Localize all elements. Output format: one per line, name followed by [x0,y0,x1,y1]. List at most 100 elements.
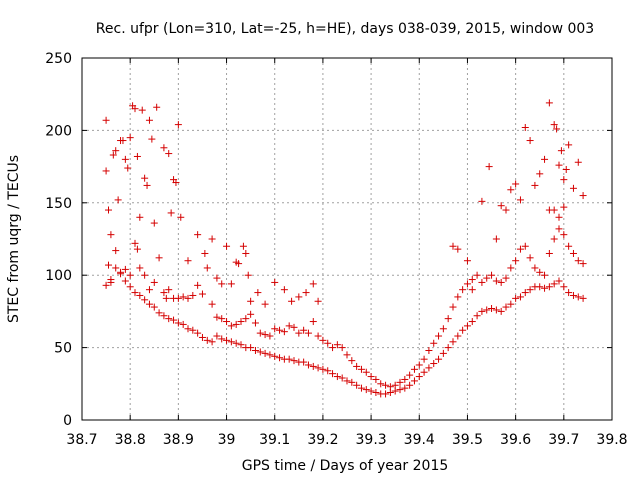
data-point [401,375,409,383]
data-point [329,344,337,352]
data-point [177,213,185,221]
data-point [463,257,471,265]
data-point [256,348,264,356]
data-point [223,242,231,250]
data-point [521,242,529,250]
data-point [295,293,303,301]
data-point [569,249,577,257]
data-point [290,323,298,331]
data-point [478,197,486,205]
data-point [131,105,139,113]
data-point [133,245,141,253]
data-point [276,354,284,362]
data-point [362,386,370,394]
data-point [254,289,262,297]
data-point [497,278,505,286]
data-point [425,364,433,372]
data-point [107,231,115,239]
data-point [372,388,380,396]
data-point [526,254,534,262]
data-points [102,99,587,398]
data-point [155,309,163,317]
data-point [459,326,467,334]
data-point [367,373,375,381]
data-point [102,281,110,289]
data-point [512,257,520,265]
data-point [309,362,317,370]
data-point [569,291,577,299]
data-point [300,326,308,334]
data-point [391,387,399,395]
data-point [165,150,173,158]
data-point [256,329,264,337]
x-tick-label: 39.2 [307,432,338,448]
data-point [112,147,120,155]
data-point [126,134,134,142]
data-point [396,378,404,386]
x-tick-label: 39.6 [500,432,531,448]
data-point [386,388,394,396]
x-tick-label: 39.4 [404,432,435,448]
grid [82,58,612,420]
data-point [109,151,117,159]
data-point [449,303,457,311]
data-point [468,276,476,284]
data-point [227,338,235,346]
data-point [574,158,582,166]
data-point [507,186,515,194]
data-point [560,176,568,184]
data-point [555,213,563,221]
data-point [521,289,529,297]
data-point [357,365,365,373]
data-point [121,155,129,163]
data-point [560,203,568,211]
data-point [382,381,390,389]
data-point [153,103,161,111]
data-point [343,351,351,359]
data-point [502,274,510,282]
data-point [483,274,491,282]
data-point [492,277,500,285]
data-point [377,380,385,388]
data-point [478,307,486,315]
data-point [160,312,168,320]
data-point [473,271,481,279]
data-point [218,315,226,323]
data-point [261,349,269,357]
data-point [454,332,462,340]
data-point [143,181,151,189]
data-point [516,196,524,204]
data-point [136,213,144,221]
data-point [348,357,356,365]
data-point [478,278,486,286]
data-point [213,313,221,321]
data-point [555,277,563,285]
data-point [112,264,120,272]
data-point [145,286,153,294]
data-point [497,202,505,210]
data-point [536,170,544,178]
data-point [251,346,259,354]
data-point [105,206,112,214]
data-point [507,264,515,272]
data-point [121,265,129,273]
plot-frame [81,57,613,421]
data-point [302,289,310,297]
data-point [179,293,187,301]
data-point [203,336,211,344]
data-point [324,339,332,347]
y-axis-label: STEC from uqrg / TECUs [6,155,22,323]
data-point [223,336,231,344]
axis-ticks [81,57,613,421]
data-point [242,315,250,323]
data-point [545,99,553,107]
data-point [126,283,134,291]
data-point [565,242,573,250]
data-point [107,276,115,284]
data-point [145,116,153,124]
data-point [319,336,327,344]
data-point [550,121,558,129]
data-point [353,381,361,389]
x-tick-labels: 38.7 38.8 38.9 39 39.1 39.2 39.3 39.4 39.5 39.6 39… [66,432,627,448]
